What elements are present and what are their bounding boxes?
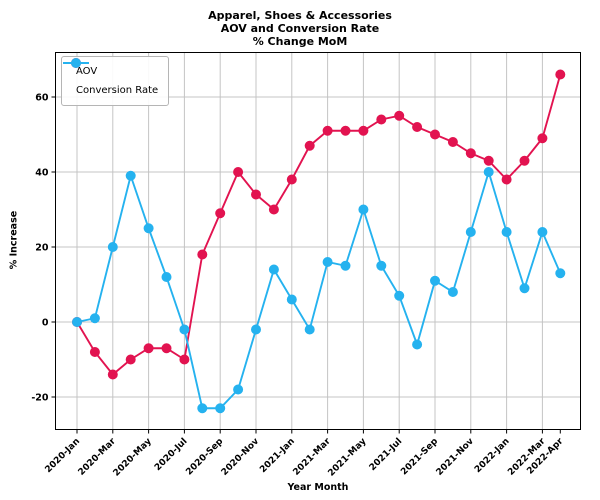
chart-title-line2: AOV and Conversion Rate: [220, 22, 380, 35]
data-point-marker: [340, 125, 351, 136]
chart-title-line3: % Change MoM: [252, 35, 348, 48]
data-point-marker: [376, 114, 387, 125]
data-point-marker: [233, 384, 244, 395]
x-tick-label: 2021-May: [327, 436, 369, 478]
legend-label: AOV: [76, 66, 98, 77]
x-tick-label: 2021-Jan: [258, 437, 297, 476]
data-point-marker: [537, 133, 548, 144]
legend: AOV Conversion Rate: [61, 56, 170, 106]
data-point-marker: [447, 287, 458, 297]
data-point-marker: [251, 189, 261, 200]
data-point-marker: [519, 283, 530, 294]
data-point-marker: [286, 294, 297, 305]
data-point-marker: [358, 204, 369, 215]
data-point-marker: [161, 343, 172, 354]
data-point-marker: [72, 317, 82, 327]
chart-title: Apparel, Shoes & Accessories AOV and Con…: [0, 9, 600, 48]
x-tick-label: 2021-Nov: [435, 436, 476, 477]
data-point-marker: [304, 140, 315, 151]
data-point-marker: [125, 170, 136, 181]
data-point-marker: [286, 174, 297, 185]
chart-title-line1: Apparel, Shoes & Accessories: [208, 9, 392, 22]
data-point-marker: [143, 223, 154, 234]
data-point-marker: [125, 354, 136, 365]
data-point-marker: [268, 264, 279, 275]
series-line-aov: [76, 74, 562, 376]
legend-label: Conversion Rate: [76, 85, 159, 96]
data-point-marker: [376, 260, 387, 271]
data-point-marker: [322, 125, 333, 136]
data-point-marker: [555, 69, 566, 80]
data-point-marker: [483, 155, 494, 166]
plot-border: [55, 52, 581, 430]
data-point-marker: [179, 324, 190, 335]
data-point-marker: [537, 227, 548, 237]
data-point-marker: [358, 125, 369, 136]
data-point-marker: [394, 290, 405, 301]
data-point-marker: [501, 174, 512, 185]
data-point-marker: [197, 403, 208, 414]
y-tick-label: -20: [31, 393, 49, 404]
x-tick-label: 2020-Nov: [220, 436, 261, 477]
data-point-marker: [430, 275, 440, 286]
data-point-marker: [215, 208, 226, 219]
data-point-marker: [268, 204, 279, 215]
x-tick-label: 2020-Jan: [43, 437, 82, 476]
data-point-marker: [179, 354, 190, 365]
data-point-marker: [233, 167, 244, 177]
data-point-marker: [251, 324, 261, 335]
data-point-marker: [340, 260, 351, 271]
data-point-marker: [322, 257, 333, 267]
data-point-marker: [465, 227, 476, 237]
data-point-marker: [412, 122, 423, 132]
series-layer: [72, 69, 566, 414]
x-tick-label: 2022-Jan: [473, 437, 512, 476]
data-point-marker: [465, 148, 476, 159]
legend-marker-conversion-rate: [63, 58, 89, 68]
data-point-marker: [161, 272, 172, 282]
x-tick-label: 2020-May: [112, 436, 154, 478]
data-point-marker: [89, 347, 100, 357]
data-point-marker: [107, 369, 118, 380]
series-line-conversion-rate: [76, 168, 562, 410]
gridlines: [55, 52, 581, 430]
y-tick-label: 20: [35, 243, 49, 254]
data-point-marker: [215, 403, 226, 414]
legend-item-conversion-rate: Conversion Rate: [63, 58, 159, 100]
data-point-marker: [197, 249, 208, 260]
x-tick-label: 2020-Jul: [153, 437, 190, 474]
data-point-marker: [89, 313, 100, 324]
y-tick-label: 40: [35, 168, 49, 179]
x-tick-label: 2021-Jul: [368, 437, 405, 474]
x-axis-label: Year Month: [287, 482, 349, 493]
data-point-marker: [555, 268, 566, 279]
data-point-marker: [501, 227, 512, 237]
data-point-marker: [304, 324, 315, 335]
data-point-marker: [430, 129, 440, 140]
data-point-marker: [519, 155, 530, 166]
data-point-marker: [107, 242, 118, 252]
data-point-marker: [483, 167, 494, 177]
data-point-marker: [143, 343, 154, 354]
data-point-marker: [394, 110, 405, 121]
y-tick-label: 0: [42, 318, 49, 329]
y-tick-label: 60: [35, 93, 49, 104]
y-axis-label: % Increase: [8, 210, 20, 270]
data-point-marker: [447, 137, 458, 147]
data-point-marker: [412, 339, 423, 350]
axes: [51, 52, 581, 434]
